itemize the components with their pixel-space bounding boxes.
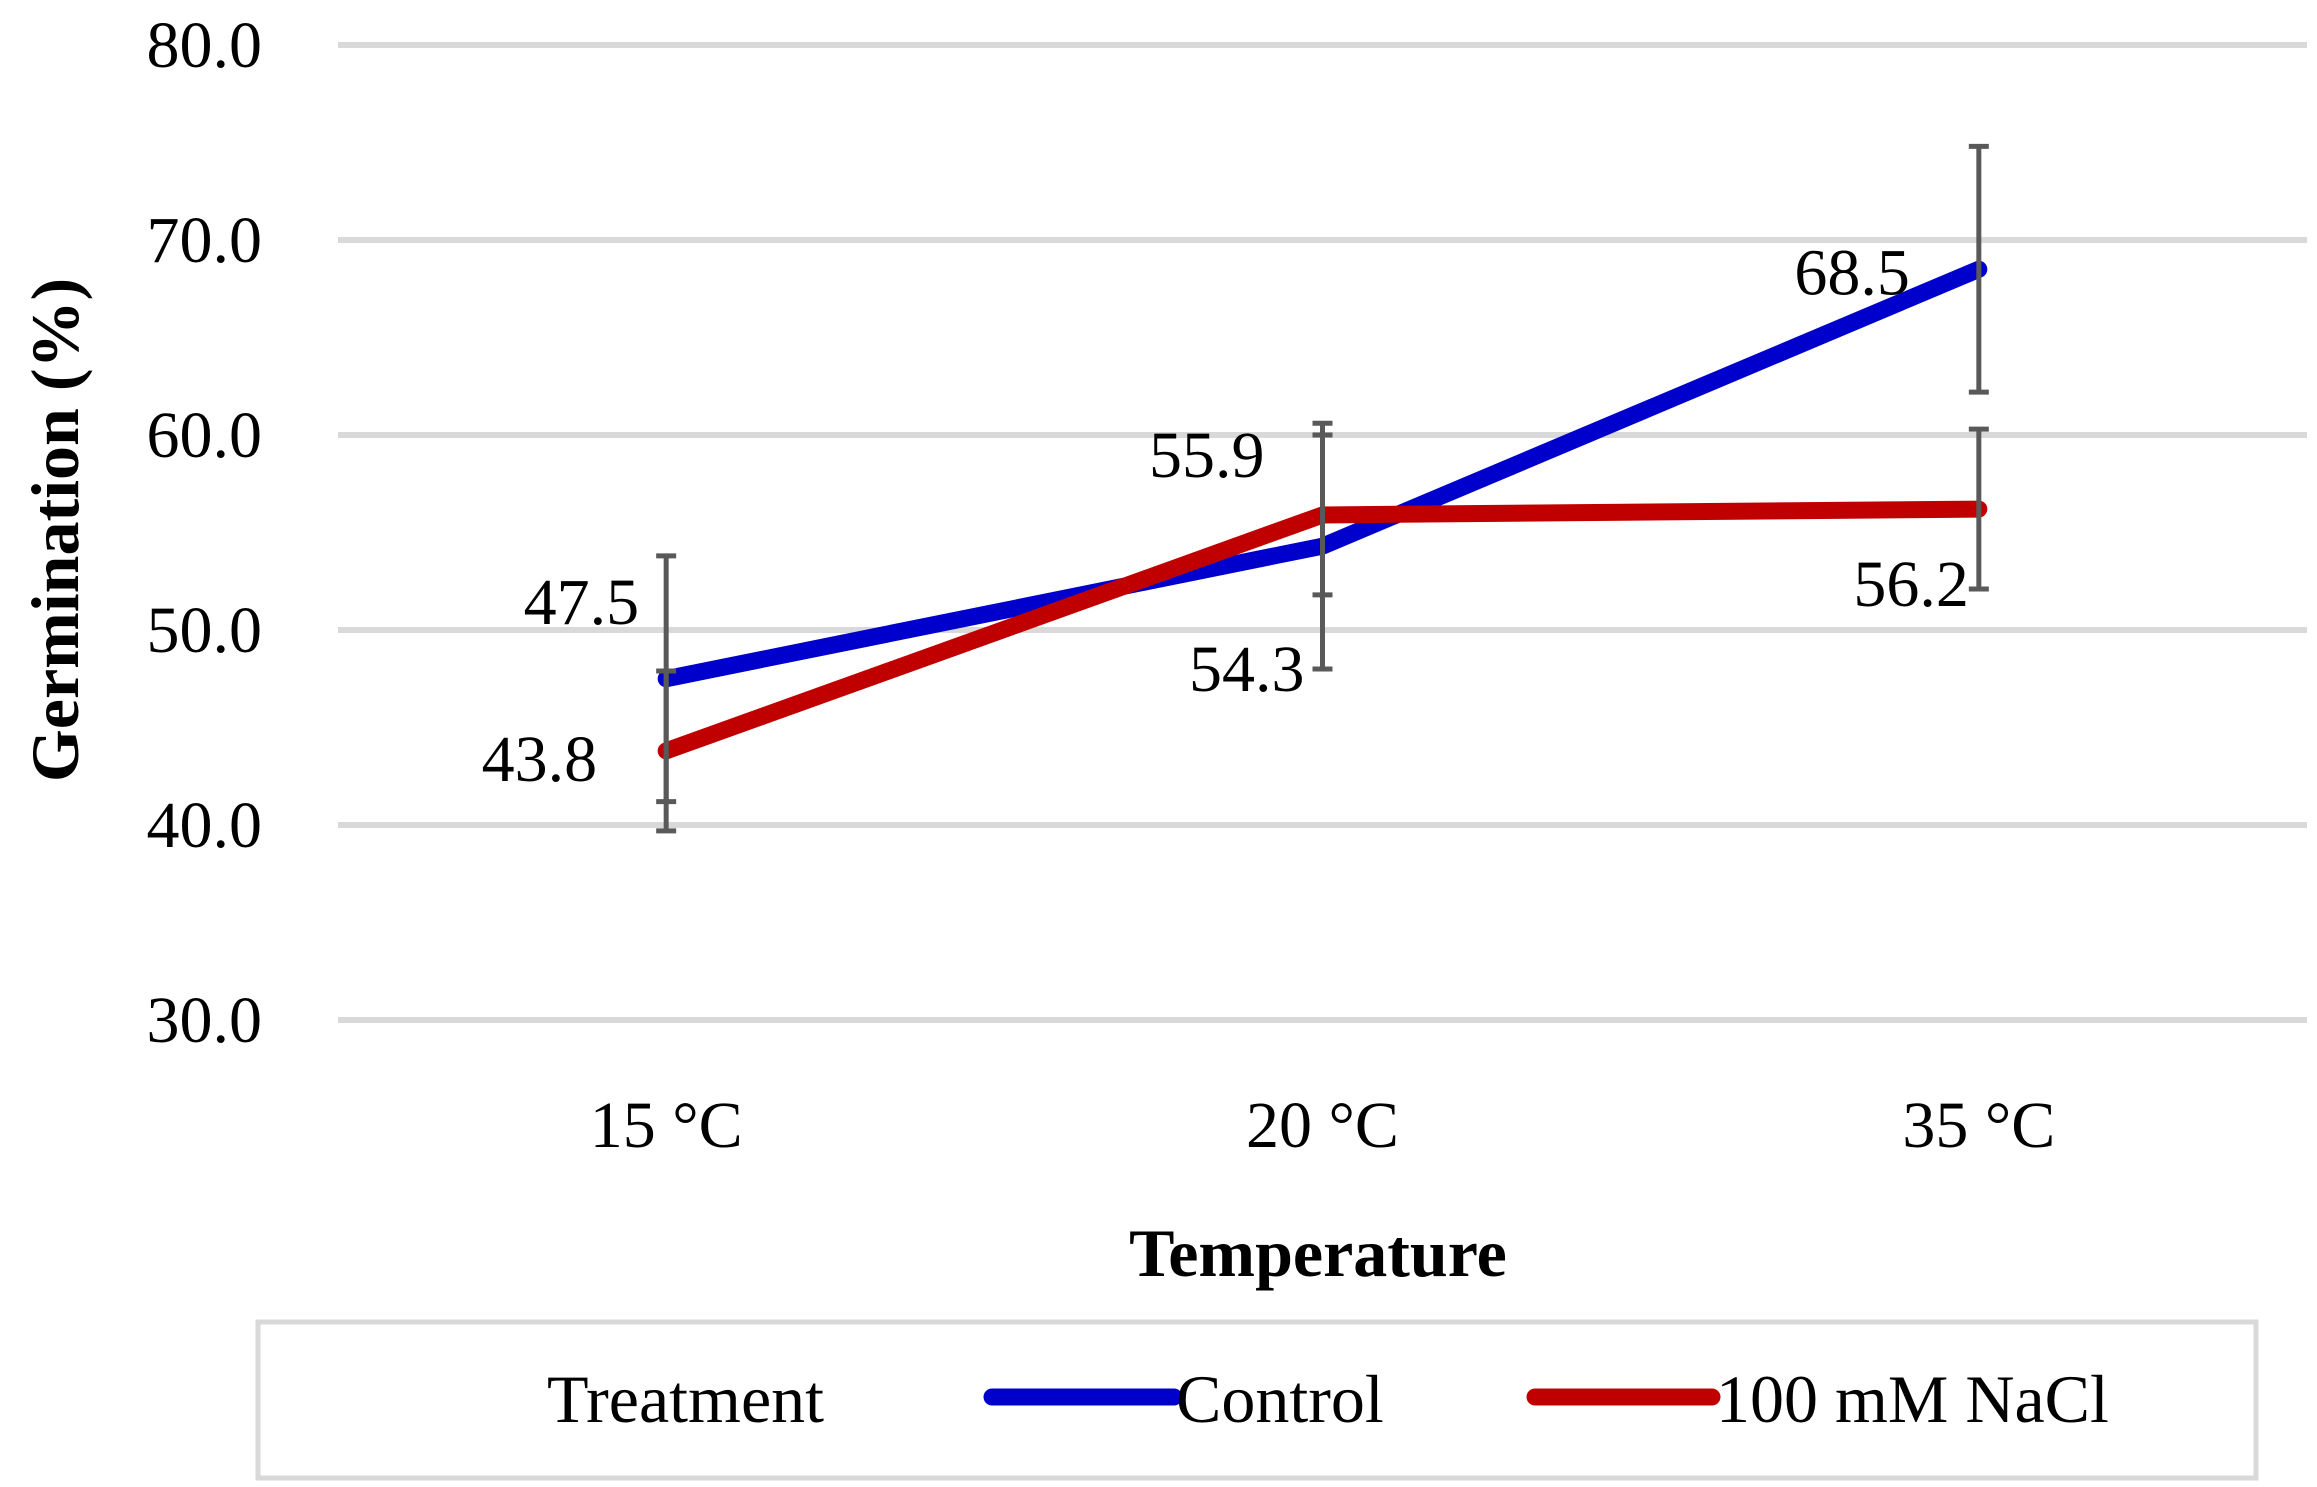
error-bar bbox=[1312, 432, 1333, 598]
x-axis-tick-labels: 15 °C 20 °C 35 °C bbox=[590, 1089, 2056, 1162]
data-labels: 47.5 54.3 68.5 43.8 55.9 56.2 bbox=[482, 236, 1969, 796]
error-bar bbox=[1968, 143, 1989, 395]
error-bars bbox=[656, 143, 1989, 834]
y-tick-label: 30.0 bbox=[147, 984, 263, 1057]
error-bar bbox=[1968, 426, 1989, 592]
legend-label-nacl: 100 mM NaCl bbox=[1716, 1361, 2109, 1437]
y-tick-label: 40.0 bbox=[147, 789, 263, 862]
data-label: 54.3 bbox=[1189, 633, 1305, 706]
y-axis-tick-labels: 30.0 40.0 50.0 60.0 70.0 80.0 bbox=[147, 9, 263, 1057]
data-label: 68.5 bbox=[1794, 236, 1910, 309]
data-label: 55.9 bbox=[1149, 419, 1265, 492]
legend-label-control: Control bbox=[1176, 1361, 1384, 1437]
data-label: 43.8 bbox=[482, 723, 598, 796]
x-tick-label: 20 °C bbox=[1246, 1089, 1399, 1162]
y-tick-label: 70.0 bbox=[147, 204, 263, 277]
y-tick-label: 60.0 bbox=[147, 399, 263, 472]
x-tick-label: 15 °C bbox=[590, 1089, 743, 1162]
y-tick-label: 50.0 bbox=[147, 594, 263, 667]
legend: Treatment Control 100 mM NaCl bbox=[255, 1319, 2259, 1481]
x-tick-label: 35 °C bbox=[1902, 1089, 2055, 1162]
y-tick-label: 80.0 bbox=[147, 9, 263, 82]
data-label: 56.2 bbox=[1853, 548, 1969, 621]
x-axis-title: Temperature bbox=[1129, 1215, 1507, 1291]
legend-box bbox=[255, 1319, 2259, 1481]
y-axis-title: Germination (%) bbox=[17, 278, 93, 782]
legend-title: Treatment bbox=[547, 1361, 824, 1437]
data-label: 47.5 bbox=[524, 566, 640, 639]
error-bar bbox=[656, 668, 677, 834]
